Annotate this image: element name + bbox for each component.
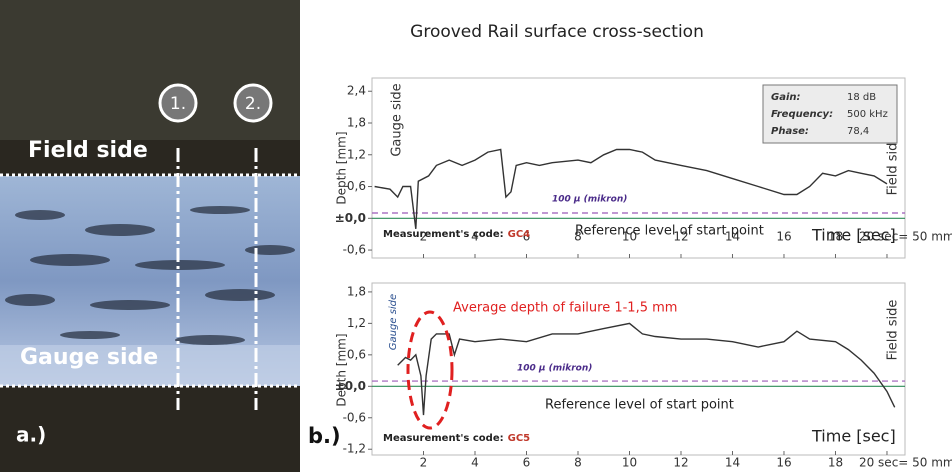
y-tick-label: 1,2: [347, 147, 366, 161]
x-axis-label: Time [sec]: [811, 226, 896, 245]
x-tick-label: 20 sec= 50 mm: [859, 230, 952, 244]
y-tick-label: -0,6: [343, 410, 366, 424]
info-key: Phase:: [771, 126, 809, 137]
x-axis-label: Time [sec]: [811, 427, 896, 446]
gauge-note: Gauge side: [390, 83, 405, 156]
y-tick-label: 1,8: [347, 116, 366, 130]
x-tick-label: 18: [828, 456, 843, 470]
panel-label: a.): [16, 423, 46, 447]
title: Grooved Rail surface cross-section: [410, 22, 704, 42]
y-tick-label: -1,2: [343, 442, 366, 456]
info-value: 78,4: [847, 126, 869, 137]
field-note: Field side: [886, 135, 901, 196]
data-line: [374, 148, 888, 229]
reference-label: Reference level of start point: [575, 224, 764, 239]
photo: 1. 2. Field side Gauge side a.): [0, 0, 300, 472]
failure-ellipse: [406, 310, 454, 430]
measurement-code: Measurement's code: GC4: [383, 229, 530, 240]
failure-annotation: Average depth of failure 1-1,5 mm: [453, 301, 677, 316]
micron-label: 100 µ (mikron): [552, 195, 627, 205]
x-tick-label: 8: [574, 456, 582, 470]
x-tick-label: 20 sec= 50 mm: [859, 456, 952, 470]
photo-edge: [0, 345, 300, 385]
x-tick-label: 2: [420, 456, 428, 470]
marker-circle: [158, 83, 198, 123]
info-key: Frequency:: [771, 109, 833, 120]
x-tick-label: 8: [574, 230, 582, 244]
x-tick-label: 14: [725, 456, 740, 470]
marker-circle: [233, 83, 273, 123]
micron-label: 100 µ (mikron): [517, 364, 592, 374]
chart: -1,2 -0,6 ±0,0 0,6 1,2 1,8 2 4 6 8 10 12 14 16 18 20 se…: [335, 282, 952, 470]
gauge-label: Gauge side: [20, 345, 158, 370]
x-tick-label: 4: [471, 230, 479, 244]
code-value: GC4: [508, 229, 531, 240]
y-tick-label: 0,6: [347, 347, 366, 361]
x-tick-label: 12: [673, 230, 688, 244]
x-tick-label: 6: [523, 456, 531, 470]
marker-label: 1.: [170, 94, 186, 114]
data-line: [397, 322, 896, 416]
x-tick-label: 16: [776, 230, 791, 244]
x-tick-label: 12: [673, 456, 688, 470]
panel-label: b.): [308, 424, 341, 448]
x-tick-label: 2: [420, 230, 428, 244]
code-label: Measurement's code:: [383, 229, 504, 240]
plot-frame: [371, 282, 906, 456]
y-tick-label: -0,6: [343, 243, 366, 257]
info-box: [762, 84, 898, 144]
x-tick-label: 4: [471, 456, 479, 470]
marker-label: 2.: [245, 94, 261, 114]
field-note: Field side: [886, 300, 901, 361]
x-tick-label: 10: [622, 230, 637, 244]
field-label: Field side: [28, 138, 148, 163]
info-value: 18 dB: [847, 92, 876, 103]
y-tick-label: 1,8: [347, 284, 366, 298]
y-tick-label: 2,4: [347, 84, 366, 98]
code-label: Measurement's code:: [383, 433, 504, 444]
y-tick-label: ±0,0: [335, 211, 366, 225]
y-axis-label: Depth [mm]: [335, 333, 349, 406]
y-tick-label: 0,6: [347, 179, 366, 193]
y-axis-label: Depth [mm]: [335, 131, 349, 204]
y-tick-label: ±0,0: [335, 379, 366, 393]
chart: -0,6 ±0,0 0,6 1,2 1,8 2,4 2 4 6 8 10 12 14 16 18 20 sec…: [335, 77, 952, 259]
x-tick-label: 18: [828, 230, 843, 244]
photo-texture: [5, 206, 295, 345]
code-value: GC5: [508, 433, 531, 444]
measurement-code: Measurement's code: GC5: [383, 433, 530, 444]
info-key: Gain:: [771, 92, 801, 103]
x-tick-label: 10: [622, 456, 637, 470]
x-tick-label: 14: [725, 230, 740, 244]
reference-label: Reference level of start point: [545, 398, 734, 413]
x-tick-label: 16: [776, 456, 791, 470]
y-tick-label: 1,2: [347, 316, 366, 330]
gauge-note: Gauge side: [388, 294, 399, 350]
x-tick-label: 6: [523, 230, 531, 244]
info-value: 500 kHz: [847, 109, 888, 120]
